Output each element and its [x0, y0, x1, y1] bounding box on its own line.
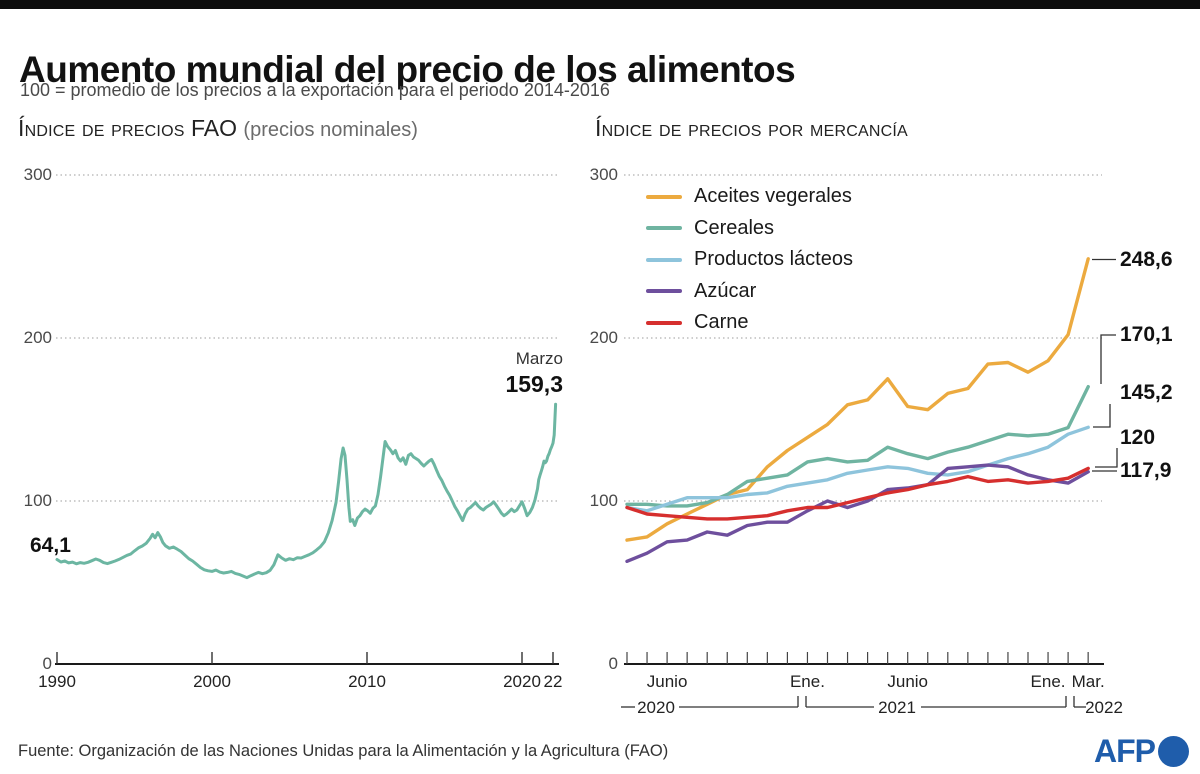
series-end-label-2: 145,2	[1120, 381, 1173, 404]
series-end-label-3: 117,9	[1120, 459, 1172, 482]
commodity-x-tick-label-Junio: Junio	[887, 672, 929, 691]
fao-x-tick-label-22: 22	[543, 672, 563, 691]
legend-swatch-icon-0	[646, 194, 682, 199]
page-title: Aumento mundial del precio de los alimen…	[19, 48, 796, 90]
fao-x-tick-label-2000: 2000	[193, 672, 231, 691]
fao-end-value-label: 159,3	[505, 371, 563, 397]
commodity-chart-title-smallcaps: Índice de precios por mercancía	[595, 115, 908, 141]
commodity-chart-title: Índice de precios por mercancía	[595, 115, 908, 142]
series-end-label-0: 248,6	[1120, 248, 1173, 271]
fao-chart-title-smallcaps: Índice de precios	[18, 115, 185, 141]
legend-swatch-icon-2	[646, 257, 682, 262]
commodity-x-tick-label-Mar.: Mar.	[1071, 672, 1105, 691]
fao-end-month-label: Marzo	[515, 349, 563, 368]
legend-item-4: Carne	[646, 307, 853, 339]
legend-label-4: Carne	[694, 311, 749, 334]
source-text: Fuente: Organización de las Naciones Uni…	[18, 742, 669, 760]
legend-label-3: Azúcar	[694, 279, 757, 302]
series-end-label-4: 120	[1120, 426, 1156, 449]
commodity-x-tick-label-Ene.: Ene.	[789, 672, 825, 691]
legend-swatch-icon-4	[646, 320, 682, 325]
commodity-series-line-2	[625, 425, 1090, 513]
year-span-label-2022: 2022	[1085, 698, 1123, 717]
commodity-legend: Aceites vegerales Cereales Productos lácte…	[646, 181, 853, 339]
fao-y-tick-label-0: 0	[42, 654, 52, 673]
fao-y-tick-label-300: 300	[23, 165, 52, 184]
legend-label-0: Aceites vegerales	[694, 185, 852, 208]
legend-label-1: Cereales	[694, 216, 775, 239]
commodity-series-line-4	[625, 466, 1090, 521]
year-span-label-2021: 2021	[878, 698, 916, 717]
commodity-x-tick-label-Ene.: Ene.	[1030, 672, 1066, 691]
fao-chart-title-note: (precios nominales)	[243, 119, 418, 141]
afp-logo: AFP	[1094, 733, 1189, 770]
top-bar	[0, 0, 1200, 9]
year-span-label-2020: 2020	[637, 698, 675, 717]
afp-logo-circle	[1158, 736, 1189, 767]
commodity-y-tick-label-200: 200	[589, 328, 618, 347]
legend-label-2: Productos lácteos	[694, 248, 853, 271]
commodity-series-line-0	[625, 257, 1090, 542]
end-label-connector-2	[1093, 404, 1111, 428]
fao-x-tick-label-1990: 1990	[38, 672, 76, 691]
commodity-y-tick-label-100: 100	[589, 491, 618, 510]
legend-item-2: Productos lácteos	[646, 244, 853, 276]
afp-logo-text: AFP	[1094, 733, 1156, 769]
commodity-y-tick-label-0: 0	[608, 654, 618, 673]
legend-item-3: Azúcar	[646, 276, 853, 308]
fao-x-tick-label-2010: 2010	[348, 672, 386, 691]
subtitle: 100 = promedio de los precios a la expor…	[20, 80, 610, 100]
fao-chart-title: Índice de precios FAO (precios nominales…	[18, 115, 418, 142]
fao-y-tick-label-200: 200	[23, 328, 52, 347]
series-end-label-1: 170,1	[1120, 323, 1173, 346]
commodity-series-line-1	[625, 385, 1090, 508]
fao-x-tick-label-2020: 2020	[503, 672, 541, 691]
fao-start-value-label: 64,1	[30, 534, 71, 557]
legend-item-0: Aceites vegerales	[646, 181, 853, 213]
commodity-series-line-3	[625, 463, 1090, 563]
fao-y-tick-label-100: 100	[23, 491, 52, 510]
end-label-connector-4	[1095, 448, 1118, 468]
legend-item-1: Cereales	[646, 213, 853, 245]
fao-chart-title-strong: FAO	[191, 115, 238, 141]
legend-swatch-icon-3	[646, 289, 682, 294]
commodity-x-tick-label-Junio: Junio	[646, 672, 688, 691]
commodity-y-tick-label-300: 300	[589, 165, 618, 184]
legend-swatch-icon-1	[646, 226, 682, 231]
end-label-connector-1	[1100, 334, 1116, 384]
fao-series-line	[55, 402, 558, 580]
